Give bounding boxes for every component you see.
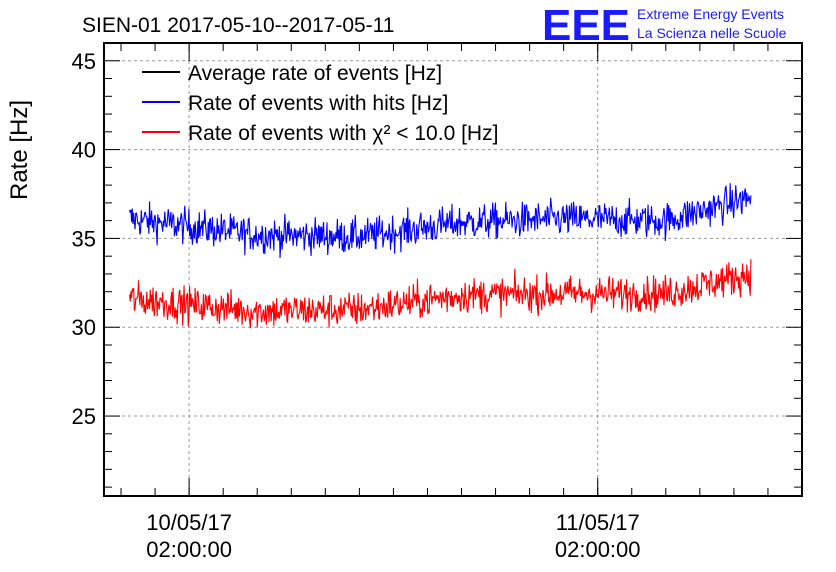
x-tick-label-time-1: 02:00:00 [555,537,641,562]
eee-logo-line1: Extreme Energy Events [637,6,784,22]
y-tick-label-4: 45 [72,49,96,74]
axis-ticks: 253035404510/05/1702:00:0011/05/1702:00:… [72,42,803,562]
eee-logo: EEE Extreme Energy Events La Scienza nel… [542,1,787,50]
y-tick-label-1: 30 [72,315,96,340]
y-tick-label-3: 40 [72,138,96,163]
chart-title: SIEN-01 2017-05-10--2017-05-11 [82,14,394,37]
series-line-2 [128,259,752,329]
series-line-1 [129,183,752,259]
eee-logo-line2: La Scienza nelle Scuole [637,25,787,41]
x-tick-label-date-1: 11/05/17 [556,510,640,535]
legend: Average rate of events [Hz] Rate of event… [142,62,498,145]
x-tick-label-date-0: 10/05/17 [146,510,232,535]
y-tick-label-2: 35 [72,226,96,251]
legend-label-2: Rate of events with χ² < 10.0 [Hz] [188,122,498,145]
series-layer [128,183,752,329]
legend-label-0: Average rate of events [Hz] [188,62,442,85]
eee-logo-mark: EEE [542,1,630,50]
plot-frame [103,42,803,497]
x-tick-label-time-0: 02:00:00 [146,537,232,562]
legend-label-1: Rate of events with hits [Hz] [188,92,448,115]
y-tick-label-0: 25 [72,404,96,429]
y-axis-label: Rate [Hz] [6,100,33,200]
